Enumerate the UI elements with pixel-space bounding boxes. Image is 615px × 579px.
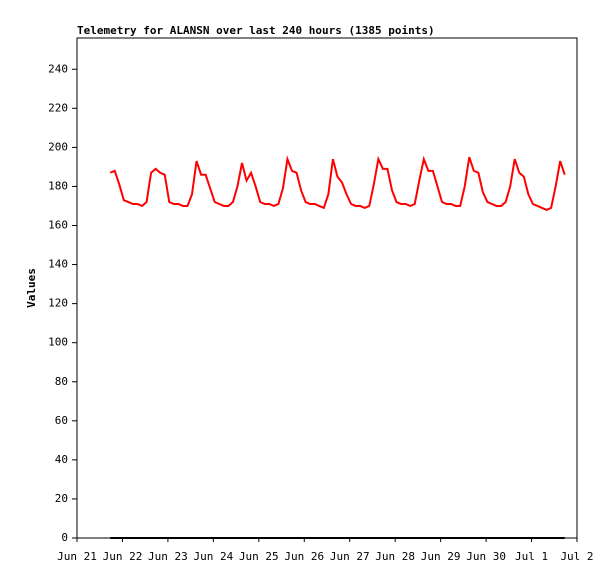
y-tick-label: 160 bbox=[48, 219, 68, 232]
y-tick-label: 240 bbox=[48, 62, 68, 75]
x-tick-label: Jul 1 bbox=[515, 550, 548, 563]
y-tick-label: 80 bbox=[55, 375, 68, 388]
x-tick-label: Jun 27 bbox=[330, 550, 370, 563]
y-tick-label: 120 bbox=[48, 297, 68, 310]
y-tick-label: 180 bbox=[48, 179, 68, 192]
y-tick-label: 40 bbox=[55, 453, 68, 466]
x-tick-label: Jul 2 bbox=[560, 550, 593, 563]
x-tick-label: Jun 28 bbox=[375, 550, 415, 563]
y-axis-label: Values bbox=[25, 268, 38, 308]
x-tick-label: Jun 25 bbox=[239, 550, 279, 563]
x-tick-label: Jun 21 bbox=[57, 550, 97, 563]
y-tick-label: 0 bbox=[61, 531, 68, 544]
y-tick-label: 20 bbox=[55, 492, 68, 505]
y-tick-label: 220 bbox=[48, 101, 68, 114]
x-tick-label: Jun 24 bbox=[193, 550, 233, 563]
x-tick-label: Jun 22 bbox=[103, 550, 143, 563]
y-tick-label: 200 bbox=[48, 140, 68, 153]
x-tick-label: Jun 26 bbox=[284, 550, 324, 563]
y-tick-label: 60 bbox=[55, 414, 68, 427]
y-tick-label: 140 bbox=[48, 258, 68, 271]
x-tick-label: Jun 29 bbox=[421, 550, 461, 563]
chart-title: Telemetry for ALANSN over last 240 hours… bbox=[77, 24, 435, 37]
series-line bbox=[109, 155, 566, 211]
x-tick-label: Jun 23 bbox=[148, 550, 188, 563]
y-tick-label: 100 bbox=[48, 336, 68, 349]
x-tick-label: Jun 30 bbox=[466, 550, 506, 563]
